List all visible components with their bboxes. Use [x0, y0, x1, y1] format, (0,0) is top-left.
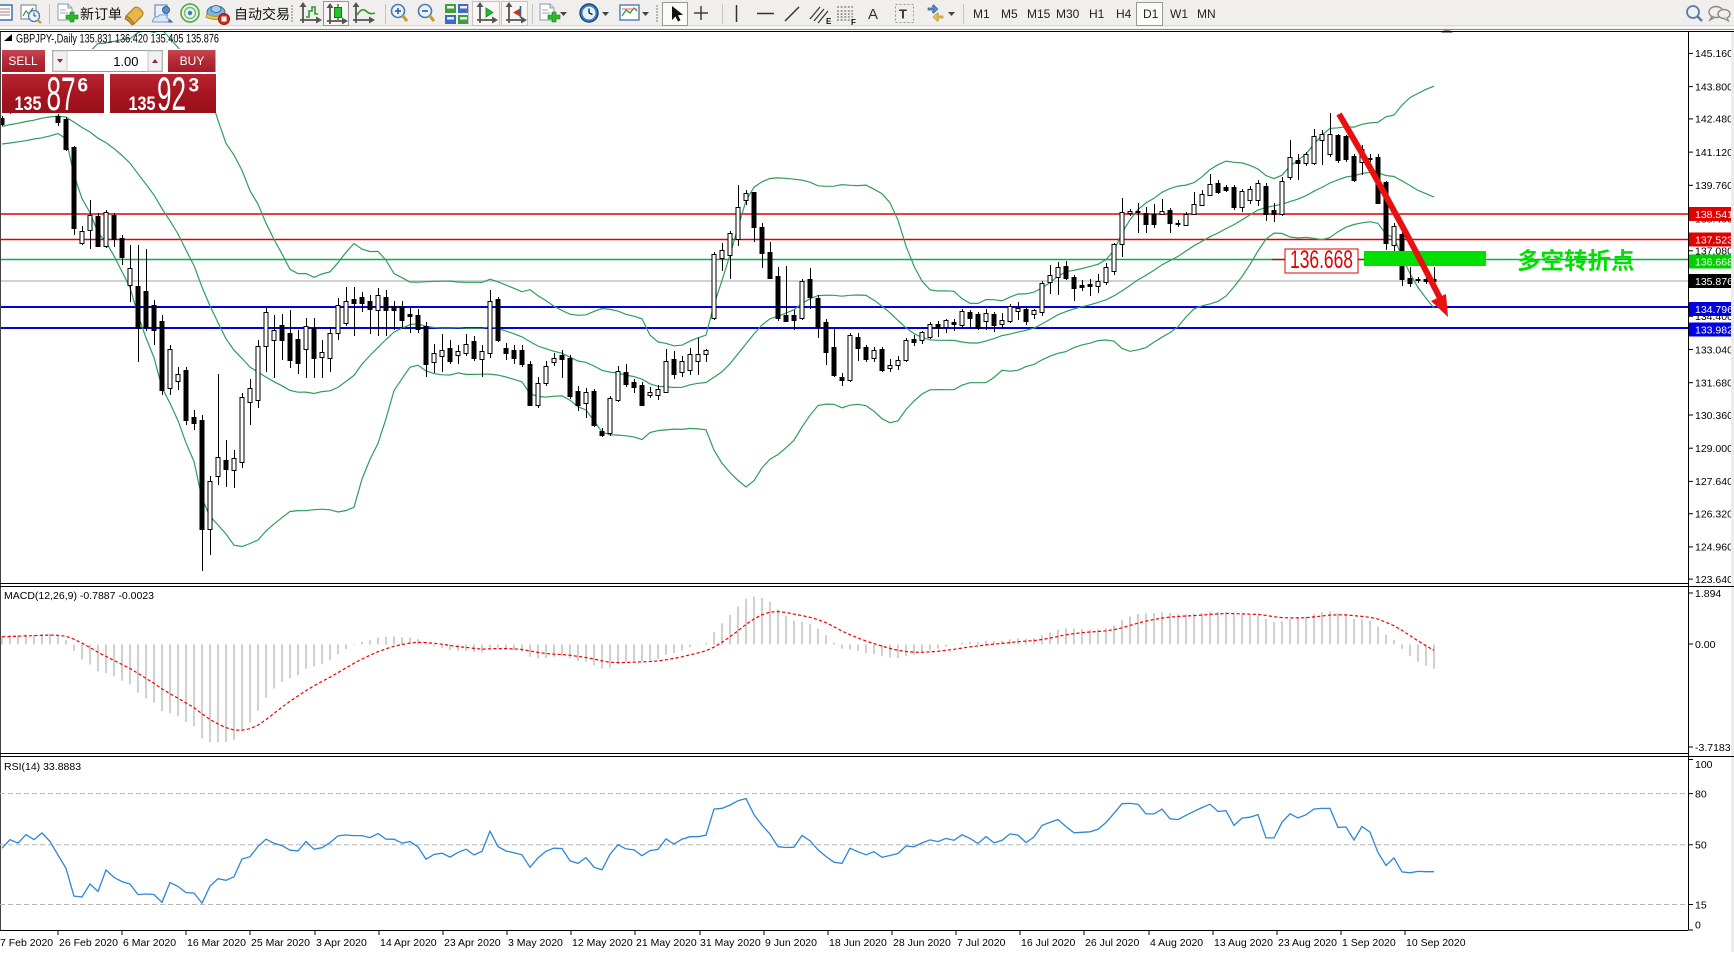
svg-text:7 Feb 2020: 7 Feb 2020 — [0, 937, 53, 949]
svg-text:80: 80 — [1695, 788, 1707, 800]
svg-text:135: 135 — [15, 94, 42, 115]
svg-text:21 May 2020: 21 May 2020 — [636, 937, 697, 949]
svg-text:135: 135 — [129, 94, 156, 115]
svg-text:123.640: 123.640 — [1695, 574, 1733, 586]
svg-text:BUY: BUY — [180, 54, 205, 68]
svg-text:SELL: SELL — [8, 54, 38, 68]
svg-text:9 Jun 2020: 9 Jun 2020 — [765, 937, 817, 949]
svg-text:0.00: 0.00 — [1695, 639, 1716, 651]
svg-text:13 Aug 2020: 13 Aug 2020 — [1214, 937, 1273, 949]
svg-text:26 Jul 2020: 26 Jul 2020 — [1085, 937, 1139, 949]
svg-text:F: F — [851, 18, 856, 27]
svg-text:16 Mar 2020: 16 Mar 2020 — [187, 937, 246, 949]
svg-text:12 May 2020: 12 May 2020 — [572, 937, 633, 949]
svg-text:T: T — [899, 7, 907, 22]
svg-text:GBPJPY-,Daily 135.831 136.420: GBPJPY-,Daily 135.831 136.420 135.405 13… — [16, 34, 219, 46]
svg-text:129.000: 129.000 — [1695, 443, 1733, 455]
svg-text:D1: D1 — [1143, 7, 1159, 21]
svg-text:131.680: 131.680 — [1695, 378, 1733, 390]
svg-text:W1: W1 — [1170, 7, 1188, 21]
svg-text:50: 50 — [1695, 840, 1707, 852]
svg-text:6: 6 — [78, 76, 89, 97]
svg-text:14 Apr 2020: 14 Apr 2020 — [380, 937, 437, 949]
svg-text:143.800: 143.800 — [1695, 81, 1733, 93]
svg-text:23 Apr 2020: 23 Apr 2020 — [444, 937, 501, 949]
svg-text:1.00: 1.00 — [113, 54, 138, 69]
svg-text:4 Aug 2020: 4 Aug 2020 — [1150, 937, 1203, 949]
svg-text:3 Apr 2020: 3 Apr 2020 — [316, 937, 367, 949]
svg-text:15: 15 — [1695, 899, 1707, 911]
svg-text:16 Jul 2020: 16 Jul 2020 — [1021, 937, 1075, 949]
svg-text:-3.7183: -3.7183 — [1695, 742, 1731, 754]
svg-text:31 May 2020: 31 May 2020 — [700, 937, 761, 949]
svg-text:134.796: 134.796 — [1695, 304, 1733, 316]
svg-text:10 Sep 2020: 10 Sep 2020 — [1406, 937, 1466, 949]
svg-text:3: 3 — [189, 76, 200, 97]
svg-text:M30: M30 — [1056, 7, 1080, 21]
svg-text:100: 100 — [1695, 759, 1713, 771]
svg-text:M15: M15 — [1027, 7, 1051, 21]
svg-text:133.040: 133.040 — [1695, 344, 1733, 356]
svg-text:6 Mar 2020: 6 Mar 2020 — [123, 937, 176, 949]
svg-text:7 Jul 2020: 7 Jul 2020 — [957, 937, 1006, 949]
svg-text:145.160: 145.160 — [1695, 48, 1733, 60]
svg-text:135.876: 135.876 — [1695, 276, 1733, 288]
svg-text:141.120: 141.120 — [1695, 147, 1733, 159]
svg-text:133.982: 133.982 — [1695, 324, 1733, 336]
svg-text:1.894: 1.894 — [1695, 588, 1721, 600]
svg-text:126.320: 126.320 — [1695, 509, 1733, 521]
svg-text:139.760: 139.760 — [1695, 180, 1733, 192]
svg-text:MACD(12,26,9) -0.7887 -0.0023: MACD(12,26,9) -0.7887 -0.0023 — [4, 590, 154, 602]
svg-text:0: 0 — [1695, 920, 1701, 932]
svg-text:M5: M5 — [1001, 7, 1018, 21]
svg-text:136.668: 136.668 — [1290, 246, 1353, 274]
svg-text:87: 87 — [47, 67, 76, 120]
svg-text:136.668: 136.668 — [1695, 256, 1733, 268]
svg-text:M1: M1 — [973, 7, 990, 21]
svg-text:25 Mar 2020: 25 Mar 2020 — [251, 937, 310, 949]
svg-text:137.523: 137.523 — [1695, 234, 1733, 246]
svg-text:92: 92 — [157, 67, 186, 120]
svg-text:28 Jun 2020: 28 Jun 2020 — [893, 937, 951, 949]
svg-text:1 Sep 2020: 1 Sep 2020 — [1342, 937, 1396, 949]
svg-text:H4: H4 — [1116, 7, 1132, 21]
svg-text:23 Aug 2020: 23 Aug 2020 — [1278, 937, 1337, 949]
svg-text:A: A — [868, 6, 878, 23]
svg-text:138.541: 138.541 — [1695, 209, 1733, 221]
svg-text:MN: MN — [1197, 7, 1216, 21]
svg-text:18 Jun 2020: 18 Jun 2020 — [829, 937, 887, 949]
svg-text:H1: H1 — [1089, 7, 1105, 21]
svg-text:124.960: 124.960 — [1695, 542, 1733, 554]
svg-text:127.640: 127.640 — [1695, 476, 1733, 488]
svg-text:3 May 2020: 3 May 2020 — [508, 937, 563, 949]
svg-text:142.480: 142.480 — [1695, 114, 1733, 126]
svg-text:130.360: 130.360 — [1695, 410, 1733, 422]
svg-text:26 Feb 2020: 26 Feb 2020 — [59, 937, 118, 949]
svg-text:E: E — [826, 17, 832, 26]
svg-text:RSI(14) 33.8883: RSI(14) 33.8883 — [4, 761, 81, 773]
